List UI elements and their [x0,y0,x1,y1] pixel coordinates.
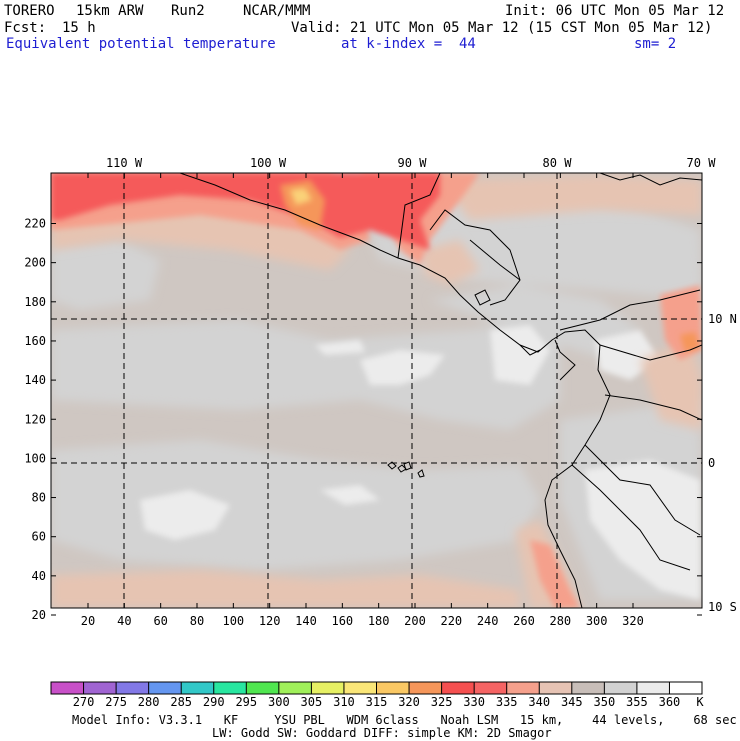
map-frame [50,172,703,609]
colorbar-level-label: 335 [496,695,518,709]
y-axis-ticks [51,223,702,616]
level-info: at k-index = 44 [341,36,476,52]
colorbar-level-label: 325 [431,695,453,709]
x-tick-label: 240 [477,614,499,628]
colorbar-swatch [343,682,377,694]
model-info-line2: LW: Godd SW: Goddard DIFF: simple KM: 2D… [212,726,552,740]
colorbar-swatch [441,682,475,694]
x-tick-label: 320 [622,614,644,628]
colorbar-level-label: 355 [626,695,648,709]
colorbar-swatch [376,682,410,694]
x-tick-label: 100 [222,614,244,628]
field-name: Equivalent potential temperature [6,36,276,52]
colorbar-level-label: 300 [268,695,290,709]
colorbar-swatch [636,682,670,694]
y-tick-label: 160 [24,334,46,348]
colorbar-level-label: 345 [561,695,583,709]
x-tick-label: 260 [513,614,535,628]
colorbar-level-label: 280 [138,695,160,709]
y-tick-label: 40 [32,569,46,583]
y-tick-label: 80 [32,491,46,505]
temperature-field [51,173,702,608]
colorbar-swatch [51,682,84,694]
lat-label-10n: 10 N [708,312,737,326]
colorbar-swatch [278,682,312,694]
y-tick-label: 60 [32,530,46,544]
colorbar-level-label: 285 [170,695,192,709]
colorbar-swatch [539,682,573,694]
colorbar-level-label: 330 [463,695,485,709]
lon-label-80w: 80 W [543,156,573,170]
run-label: Run2 [171,3,205,19]
model-resolution: 15km ARW [76,3,144,19]
lon-label-70w: 70 W [687,156,717,170]
colorbar-level-label: 305 [301,695,323,709]
y-tick-label: 120 [24,412,46,426]
y-tick-label: 200 [24,256,46,270]
colorbar-level-label: 270 [73,695,95,709]
x-tick-label: 300 [586,614,608,628]
valid-time: Valid: 21 UTC Mon 05 Mar 12 (15 CST Mon … [291,20,713,36]
colorbar-swatch [246,682,280,694]
y-tick-label: 20 [32,608,46,622]
colorbar-labels: 270 275 280 285 290 295 300 305 310 315 320 325 330 3… [73,695,705,709]
lon-label-110w: 110 W [106,156,143,170]
x-tick-label: 40 [117,614,131,628]
model-info-line1: Model Info: V3.3.1 KF YSU PBL WDM 6class… [72,713,737,727]
colorbar-swatch [83,682,117,694]
x-tick-label: 280 [549,614,571,628]
x-tick-label: 140 [295,614,317,628]
colorbar-swatch [148,682,182,694]
graticule [51,173,702,608]
lon-label-90w: 90 W [398,156,428,170]
colorbar-swatch [409,682,442,694]
colorbar-level-label: 295 [235,695,257,709]
colorbar-level-label: 315 [366,695,388,709]
colorbar-swatch [181,682,215,694]
colorbar-level-label: 360 [659,695,681,709]
colorbar-swatch [669,682,703,694]
organization: NCAR/MMM [243,3,311,19]
lon-label-100w: 100 W [250,156,287,170]
model-name: TORERO [4,3,55,19]
colorbar [50,681,703,695]
x-tick-label: 60 [153,614,167,628]
lat-label-0: 0 [708,456,715,470]
x-tick-label: 160 [331,614,353,628]
y-tick-label: 220 [24,217,46,231]
x-tick-label: 80 [190,614,204,628]
y-tick-label: 140 [24,373,46,387]
x-tick-label: 20 [81,614,95,628]
colorbar-level-label: 310 [333,695,355,709]
fcst-label: Fcst: [4,20,47,36]
y-tick-label: 100 [24,451,46,465]
colorbar-level-label: 275 [105,695,127,709]
axis-labels: 110 W 100 W 90 W 80 W 70 W 10 N 0 10 S 2… [24,156,737,628]
init-time: Init: 06 UTC Mon 05 Mar 12 [505,3,725,19]
y-tick-label: 180 [24,295,46,309]
colorbar-swatch [116,682,149,694]
x-tick-label: 200 [404,614,426,628]
colorbar-swatch [506,682,540,694]
colorbar-swatch [571,682,605,694]
colorbar-unit: K [696,695,704,709]
lat-label-10s: 10 S [708,600,737,614]
x-axis-ticks [87,173,634,608]
colorbar-level-label: 350 [594,695,616,709]
colorbar-swatch [213,682,247,694]
x-tick-label: 220 [440,614,462,628]
colorbar-level-label: 340 [528,695,550,709]
colorbar-swatch [604,682,638,694]
smoothing-info: sm= 2 [634,36,677,52]
colorbar-swatch [474,682,507,694]
colorbar-level-label: 320 [398,695,420,709]
colorbar-level-label: 290 [203,695,225,709]
x-tick-label: 180 [368,614,390,628]
x-tick-label: 120 [259,614,281,628]
colorbar-swatch [311,682,345,694]
fcst-value: 15 h [62,20,96,36]
